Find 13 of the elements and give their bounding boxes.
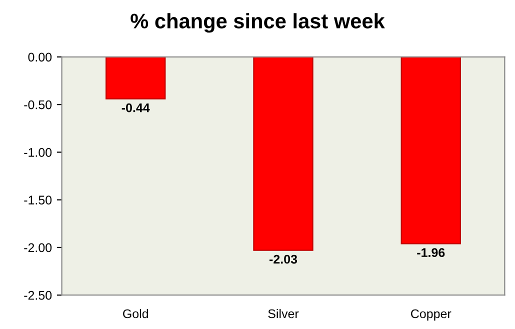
data-label: -0.44 <box>122 103 150 112</box>
y-tick-label: -2.00 <box>24 243 52 252</box>
y-tick-label: -0.50 <box>24 100 52 110</box>
x-tick-label: Silver <box>268 309 299 318</box>
y-tick-label: -2.50 <box>24 290 52 300</box>
chart-title: % change since last week <box>130 13 385 33</box>
data-label: -1.96 <box>417 248 445 258</box>
y-tick-label: -1.00 <box>24 148 52 157</box>
x-tick-label: Gold <box>123 309 148 318</box>
x-tick-label: Copper <box>411 309 452 321</box>
y-tick-label: -1.50 <box>24 196 52 204</box>
data-label: -2.03 <box>269 254 298 264</box>
y-tick-label: 0.00 <box>28 52 52 62</box>
